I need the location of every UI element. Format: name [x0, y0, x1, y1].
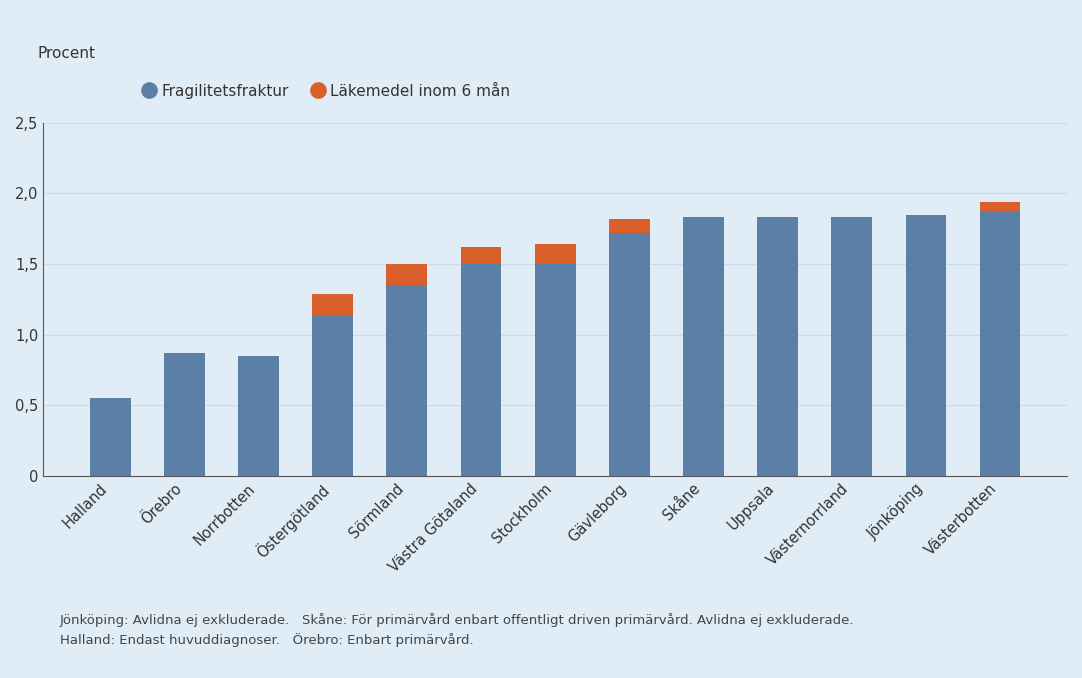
- Bar: [609, 233, 649, 476]
- Bar: [90, 398, 131, 476]
- Bar: [386, 285, 427, 476]
- Bar: [461, 247, 501, 264]
- Bar: [164, 353, 204, 476]
- Text: Procent: Procent: [38, 46, 96, 61]
- Bar: [979, 212, 1020, 476]
- Text: Jönköping: Avlidna ej exkluderade.   Skåne: För primärvård enbart offentligt dri: Jönköping: Avlidna ej exkluderade. Skåne…: [60, 613, 854, 627]
- Bar: [683, 218, 724, 476]
- Bar: [979, 202, 1020, 212]
- Bar: [831, 218, 872, 476]
- Bar: [238, 356, 279, 476]
- Bar: [609, 219, 649, 233]
- Bar: [386, 264, 427, 285]
- Bar: [757, 218, 799, 476]
- Bar: [906, 214, 947, 476]
- Text: Halland: Endast huvuddiagnoser.   Örebro: Enbart primärvård.: Halland: Endast huvuddiagnoser. Örebro: …: [60, 633, 473, 647]
- Bar: [461, 264, 501, 476]
- Bar: [535, 262, 576, 476]
- Legend: Fragilitetsfraktur, Läkemedel inom 6 mån: Fragilitetsfraktur, Läkemedel inom 6 mån: [143, 84, 510, 100]
- Bar: [313, 294, 353, 317]
- Bar: [535, 244, 576, 262]
- Bar: [313, 317, 353, 476]
